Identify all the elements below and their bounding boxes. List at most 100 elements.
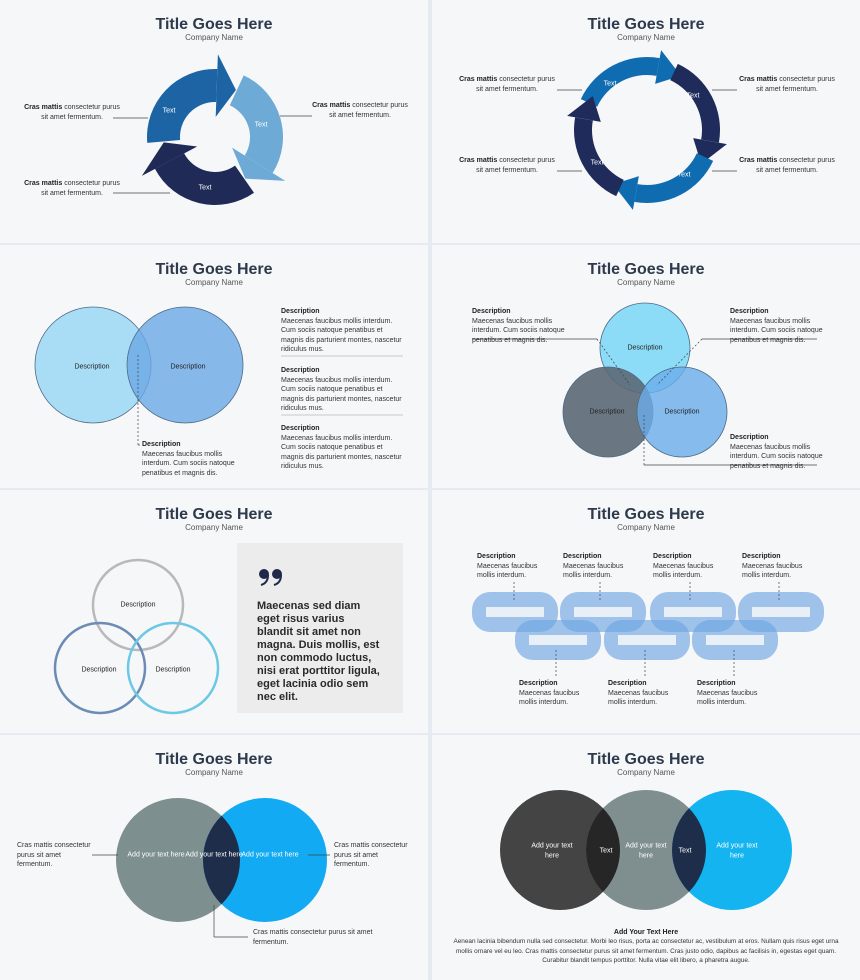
slide: Title Goes Here Company Name Text Text Text T… [432,0,860,243]
note-bold: Cras mattis [24,180,63,187]
circle-label: Description [81,666,117,674]
arrow-label: Text [677,171,691,179]
note-bold: Cras mattis [312,102,351,109]
circle-label: Text [599,847,613,855]
side-note: Cras mattis consectetur purus sit amet f… [17,842,91,868]
note-text: Maecenas faucibus mollis interdum. [742,562,803,580]
cycle-arrow [670,63,720,143]
cycle-arrow [634,153,714,203]
chain-gap [706,635,764,645]
circle-label: Description [589,408,625,416]
slide: Title Goes Here Company Name Add your text… [0,735,428,980]
side-note: Cras mattis consectetur purus sit amet f… [334,842,408,868]
callout-note: Cras mattis consectetur purus sit amet f… [310,101,410,120]
slide-title: Title Goes Here [587,751,705,768]
company-name: Company Name [617,523,675,532]
circle-label: Add your text here [127,851,185,859]
note-heading: Description [653,553,692,560]
slide-title: Title Goes Here [155,506,273,523]
note-text: Maecenas faucibus mollis interdum. [563,562,624,580]
callout-note: Cras mattis consectetur purus sit amet f… [457,156,557,175]
arrow-head [215,54,236,117]
note-heading: Description [730,434,769,441]
ring-circle [53,621,147,715]
note-text: consectetur purus sit amet fermentum. [41,180,120,197]
note-text: Maecenas faucibus mollis interdum. [608,689,669,707]
company-name: Company Name [185,278,243,287]
slide-title: Title Goes Here [155,261,273,278]
quote-mark [272,569,282,579]
description-note: Description Maecenas faucibus mollis inte… [519,679,589,708]
note-heading: Description [608,680,647,687]
company-name: Company Name [185,33,243,42]
note-text: consectetur purus sit amet fermentum. [41,104,120,121]
venn-circle [126,306,244,424]
company-name: Company Name [617,33,675,42]
note-text: Maecenas faucibus mollis interdum. [519,689,580,707]
circle-label: Description [170,363,206,371]
slide: Title Goes Here Company Name Text Text Text C… [0,0,428,243]
arrow-label: Text [198,184,212,192]
slide: Title Goes Here Company Name Add your text… [432,735,860,980]
company-name: Company Name [617,278,675,287]
connector [596,338,631,386]
chain-gap [529,635,587,645]
circle-label: Add your text here [241,851,299,859]
quote-text: Maecenas sed diam eget risus varius blan… [257,600,380,703]
circle-label: Text [678,847,692,855]
company-name: Company Name [185,523,243,532]
quote-mark [260,574,269,586]
callout-note: Cras mattis consectetur purus sit amet f… [737,156,837,175]
slide: Title Goes Here Company Name Description De… [432,245,860,488]
note-bold: Cras mattis [739,76,778,83]
circle-label: Add your text here [531,842,573,860]
description-block: Description Maecenas faucibus mollis inte… [281,424,406,472]
note-bold: Cras mattis [24,104,63,111]
note-heading: Description [477,553,516,560]
chain-gap [752,607,810,617]
note-text: Maecenas faucibus mollis interdum. Cum s… [281,434,402,471]
circle-label: Description [627,344,663,352]
callout-note: Description Maecenas faucibus mollis inte… [730,433,830,471]
description-block: Description Maecenas faucibus mollis inte… [281,366,406,414]
slide-graphics [557,50,737,210]
slide-title: Title Goes Here [587,506,705,523]
note-heading: Description [730,308,769,315]
note-text: Maecenas faucibus mollis interdum. [653,562,714,580]
arrow-label: Text [162,107,176,115]
description-note: Description Maecenas faucibus mollis inte… [608,679,678,708]
note-heading: Description [742,553,781,560]
slide-graphics [500,790,792,910]
venn-circle [203,798,327,922]
description-note: Description Maecenas faucibus mollis inte… [563,552,633,581]
note-text: Maecenas faucibus mollis interdum. Cum s… [472,317,565,344]
circle-label: Description [120,601,156,609]
callout-note: Description Maecenas faucibus mollis inte… [142,440,237,478]
cycle-arrow [580,57,660,107]
connector [656,338,703,386]
slide-title: Title Goes Here [155,16,273,33]
note-text: Maecenas faucibus mollis interdum. Cum s… [730,317,823,344]
circle-label: Add your text here [716,842,758,860]
note-heading: Description [563,553,602,560]
venn-circle [586,790,706,910]
note-text: consectetur purus sit amet fermentum. [329,102,408,119]
cycle-arrow [229,75,284,174]
note-text: consectetur purus sit amet fermentum. [476,157,555,174]
quote-mark [259,569,269,579]
description-block: Description Maecenas faucibus mollis inte… [281,307,406,355]
note-text: consectetur purus sit amet fermentum. [756,76,835,93]
note-heading: Description [142,441,181,448]
circle-label: Add your text here [185,851,243,859]
block-heading: Description [281,308,320,315]
note-bold: Cras mattis [739,157,778,164]
slide-graphics [34,306,403,446]
arrow-label: Text [590,159,604,167]
slide-graphics [472,302,817,466]
slide-title: Title Goes Here [587,16,705,33]
venn-circle [672,790,792,910]
slide-graphics [113,54,312,205]
circle-label: Add your text here [625,842,667,860]
slide-graphics [53,543,403,715]
company-name: Company Name [185,768,243,777]
